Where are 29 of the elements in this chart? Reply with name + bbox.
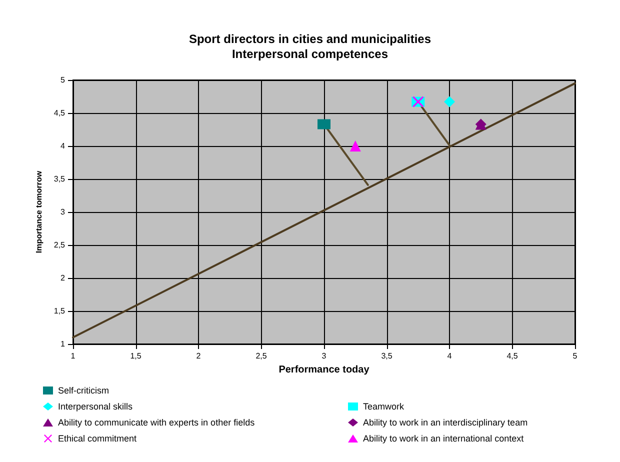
legend-label: Ability to work in an international context xyxy=(363,434,524,444)
x-tick-label: 4 xyxy=(447,352,452,360)
y-tick-label: 3 xyxy=(60,208,66,216)
chart-title: Sport directors in cities and municipalities xyxy=(188,32,432,46)
x-tick-label: 1,5 xyxy=(130,352,142,360)
y-tick-label: 5 xyxy=(60,76,66,84)
x-tick-label: 2,5 xyxy=(256,352,268,360)
x-tick-label: 1 xyxy=(70,352,76,360)
y-tick-label: 1 xyxy=(60,340,66,348)
legend-label: Interpersonal skills xyxy=(58,402,134,412)
y-axis-title: Importance tomorrow xyxy=(34,170,44,254)
x-tick-label: 2 xyxy=(196,352,202,360)
legend-label: Ability to communicate with experts in other fields xyxy=(58,418,256,428)
legend-label: Ethical commitment xyxy=(58,434,138,444)
x-tick-label: 5 xyxy=(572,352,578,360)
y-tick-label: 2 xyxy=(60,274,66,282)
chart-subtitle: Interpersonal competences xyxy=(232,47,388,61)
legend-label: Self-criticism xyxy=(58,386,109,396)
legend-label: Teamwork xyxy=(363,402,405,412)
y-tick-label: 3,5 xyxy=(54,174,66,184)
x-tick-label: 3,5 xyxy=(381,352,393,360)
x-axis-title: Performance today xyxy=(278,364,370,376)
y-tick-label: 2,5 xyxy=(54,240,66,250)
y-tick-label: 4 xyxy=(60,142,66,150)
x-tick-label: 4,5 xyxy=(506,352,518,360)
y-tick-label: 4,5 xyxy=(54,108,66,118)
x-tick-label: 3 xyxy=(322,352,327,360)
legend-label: Ability to work in an interdisciplinary team xyxy=(363,418,528,428)
y-tick-label: 1,5 xyxy=(54,306,66,316)
